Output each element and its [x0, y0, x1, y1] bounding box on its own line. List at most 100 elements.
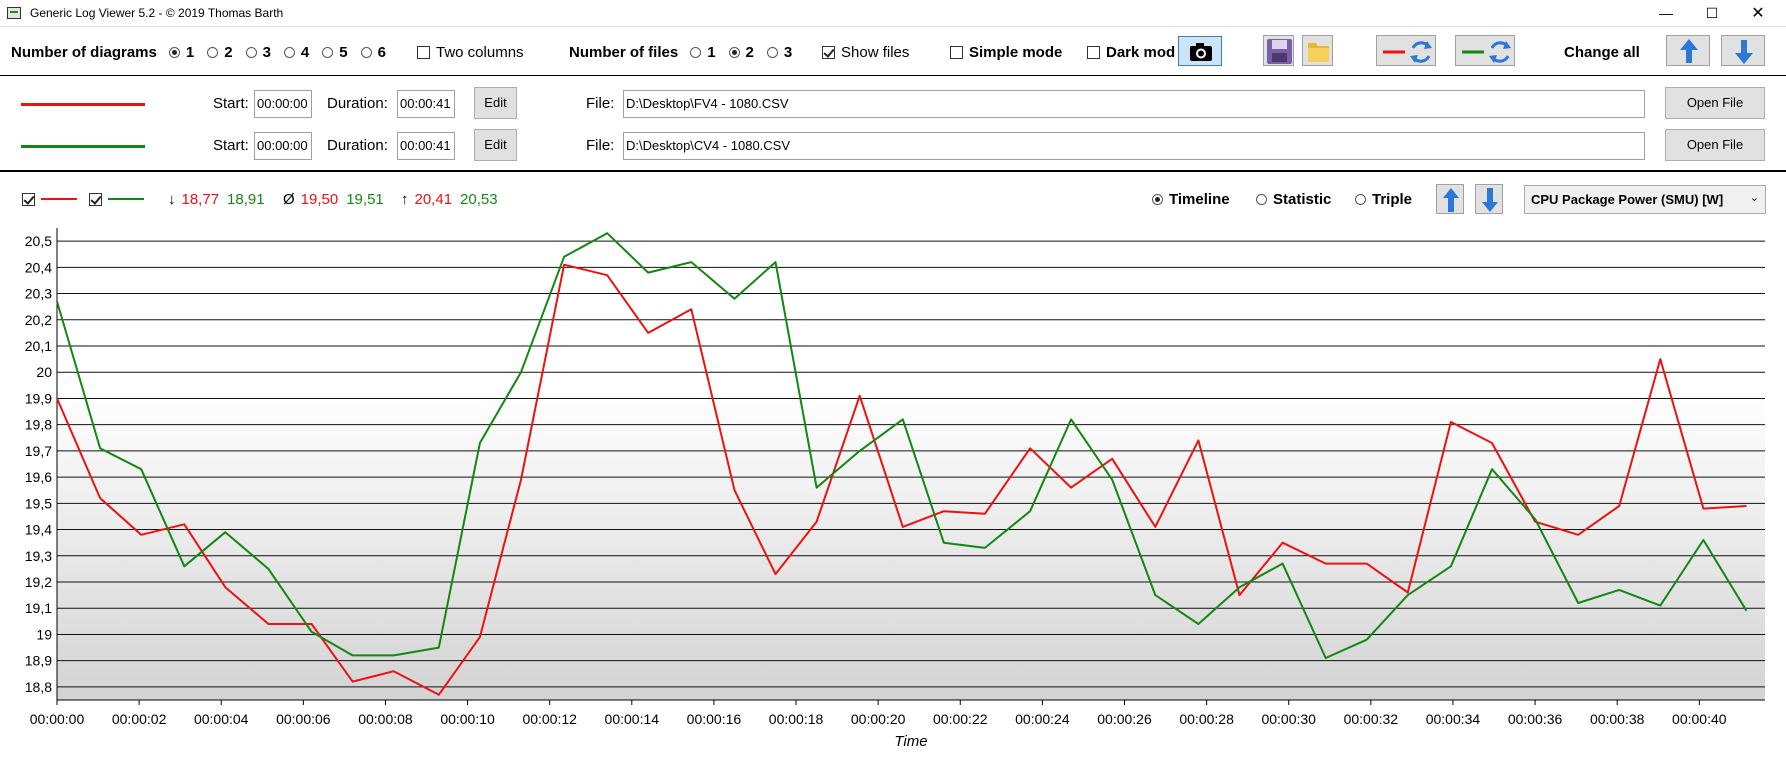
chart-header: ↓ 18,77 18,91 Ø 19,50 19,51 ↑ 20,41 20,5…	[0, 174, 1786, 224]
open-folder-button[interactable]	[1302, 35, 1333, 66]
chart-move-up-button[interactable]	[1436, 184, 1464, 214]
toolbar: Number of diagrams 1 2 3 4 5 6 Two colum…	[0, 28, 1786, 76]
arrow-down-icon	[1735, 40, 1753, 64]
show-files-checkbox[interactable]: Show files	[822, 28, 909, 76]
radio-icon	[1355, 193, 1366, 205]
series-line-2	[56, 232, 1748, 659]
y-tick-label: 19	[36, 626, 52, 642]
x-tick-label: 00:00:10	[440, 711, 495, 727]
avg-value-red: 19,50	[300, 190, 339, 208]
checkbox-icon	[89, 192, 102, 206]
x-tick-label: 00:00:28	[1179, 711, 1234, 727]
open-file-button[interactable]: Open File	[1665, 87, 1765, 119]
duration-input[interactable]: 00:00:41	[397, 132, 455, 160]
edit-button[interactable]: Edit	[474, 87, 517, 119]
arrow-down-icon	[1482, 188, 1498, 212]
checkbox-icon	[1087, 45, 1100, 59]
y-tick-label: 20,4	[25, 259, 52, 275]
y-tick-label: 19,1	[25, 600, 52, 616]
avg-symbol-icon: Ø	[283, 190, 295, 208]
file-row-2: Start: 00:00:00 Duration: 00:00:41 Edit …	[0, 125, 1786, 167]
file-count-option-1[interactable]: 1	[690, 44, 716, 61]
file-row-1: Start: 00:00:00 Duration: 00:00:41 Edit …	[0, 83, 1786, 125]
x-tick-label: 00:00:14	[605, 711, 660, 727]
view-triple-option[interactable]: Triple	[1355, 174, 1412, 224]
checkbox-icon	[22, 192, 35, 206]
diagram-count-option-2[interactable]: 2	[207, 44, 233, 61]
start-time-input[interactable]: 00:00:00	[254, 132, 312, 160]
view-statistic-option[interactable]: Statistic	[1256, 174, 1331, 224]
series-2-toggle[interactable]	[89, 174, 144, 224]
y-tick-label: 19,8	[25, 417, 52, 433]
start-time-input[interactable]: 00:00:00	[254, 90, 312, 118]
view-timeline-option[interactable]: Timeline	[1152, 174, 1230, 224]
sensor-select[interactable]: CPU Package Power (SMU) [W] ⌄	[1524, 185, 1766, 214]
radio-icon	[168, 46, 180, 58]
move-up-button[interactable]	[1666, 35, 1710, 66]
simple-mode-checkbox[interactable]: Simple mode	[950, 28, 1062, 76]
minimize-button[interactable]: —	[1659, 5, 1673, 21]
green-line-swap-icon	[1462, 41, 1511, 63]
x-tick-label: 00:00:38	[1590, 711, 1645, 727]
chevron-down-icon: ⌄	[1749, 192, 1759, 204]
radio-icon	[283, 46, 295, 58]
radio-icon	[207, 46, 219, 58]
open-file-button[interactable]: Open File	[1665, 129, 1765, 161]
x-axis-label: Time	[894, 733, 927, 750]
x-tick-label: 00:00:40	[1672, 711, 1727, 727]
title-bar: Generic Log Viewer 5.2 - © 2019 Thomas B…	[0, 0, 1786, 27]
y-tick-label: 19,2	[25, 574, 52, 590]
screenshot-button[interactable]	[1178, 36, 1222, 66]
y-tick-label: 19,4	[25, 522, 52, 538]
file-count-option-3[interactable]: 3	[766, 44, 792, 61]
radio-icon	[1152, 193, 1163, 205]
radio-icon	[728, 46, 740, 58]
y-tick-label: 19,6	[25, 469, 52, 485]
file-path-input[interactable]: D:\Desktop\CV4 - 1080.CSV	[623, 132, 1645, 160]
series-1-toggle[interactable]	[22, 174, 77, 224]
y-tick-label: 18,9	[25, 653, 52, 669]
max-value-red: 20,41	[414, 190, 453, 208]
x-tick-label: 00:00:12	[522, 711, 577, 727]
checkbox-icon	[417, 45, 430, 59]
max-value-green: 20,53	[460, 190, 498, 208]
red-line-swap-icon	[1383, 41, 1432, 63]
y-tick-label: 20,3	[25, 286, 52, 302]
diagram-count-option-6[interactable]: 6	[360, 44, 386, 61]
duration-input[interactable]: 00:00:41	[397, 90, 455, 118]
swap-red-series-button[interactable]	[1376, 35, 1436, 66]
arrow-up-icon	[1443, 188, 1459, 212]
file-label: File:	[586, 95, 615, 112]
x-tick-label: 00:00:04	[194, 711, 249, 727]
x-tick-label: 00:00:06	[276, 711, 331, 727]
radio-icon	[245, 46, 257, 58]
close-button[interactable]: ✕	[1751, 5, 1765, 22]
floppy-disk-icon	[1267, 39, 1292, 64]
diagram-count-option-5[interactable]: 5	[322, 44, 348, 61]
file-path-input[interactable]: D:\Desktop\FV4 - 1080.CSV	[623, 90, 1645, 118]
folder-icon	[1308, 43, 1329, 62]
swap-green-series-button[interactable]	[1455, 35, 1515, 66]
y-tick-label: 20,1	[25, 338, 52, 354]
save-button[interactable]	[1263, 35, 1294, 66]
diagram-count-group: Number of diagrams 1 2 3 4 5 6	[11, 28, 399, 76]
y-tick-label: 20,2	[25, 312, 52, 328]
y-tick-label: 18,8	[25, 679, 52, 695]
x-tick-label: 00:00:24	[1015, 711, 1070, 727]
chart-svg: 18,8 18,9 19 19,1 19,2 19,3 19,4 19,5 19,6 19,7 19…	[25, 228, 1765, 750]
two-columns-checkbox[interactable]: Two columns	[417, 28, 524, 76]
chart-move-down-button[interactable]	[1475, 184, 1503, 214]
move-down-button[interactable]	[1721, 35, 1765, 66]
change-all-label: Change all	[1564, 43, 1640, 61]
diagram-count-option-3[interactable]: 3	[245, 44, 271, 61]
x-tick-label: 00:00:18	[769, 711, 824, 727]
file-panel: Start: 00:00:00 Duration: 00:00:41 Edit …	[0, 77, 1786, 172]
diagram-count-option-1[interactable]: 1	[168, 44, 194, 61]
checkbox-icon	[822, 45, 835, 59]
red-line-icon	[41, 198, 77, 200]
file-count-option-2[interactable]: 2	[728, 44, 754, 61]
dark-mode-checkbox[interactable]: Dark mod	[1087, 28, 1175, 76]
maximize-button[interactable]: ☐	[1705, 5, 1719, 21]
edit-button[interactable]: Edit	[474, 129, 517, 161]
diagram-count-option-4[interactable]: 4	[283, 44, 309, 61]
